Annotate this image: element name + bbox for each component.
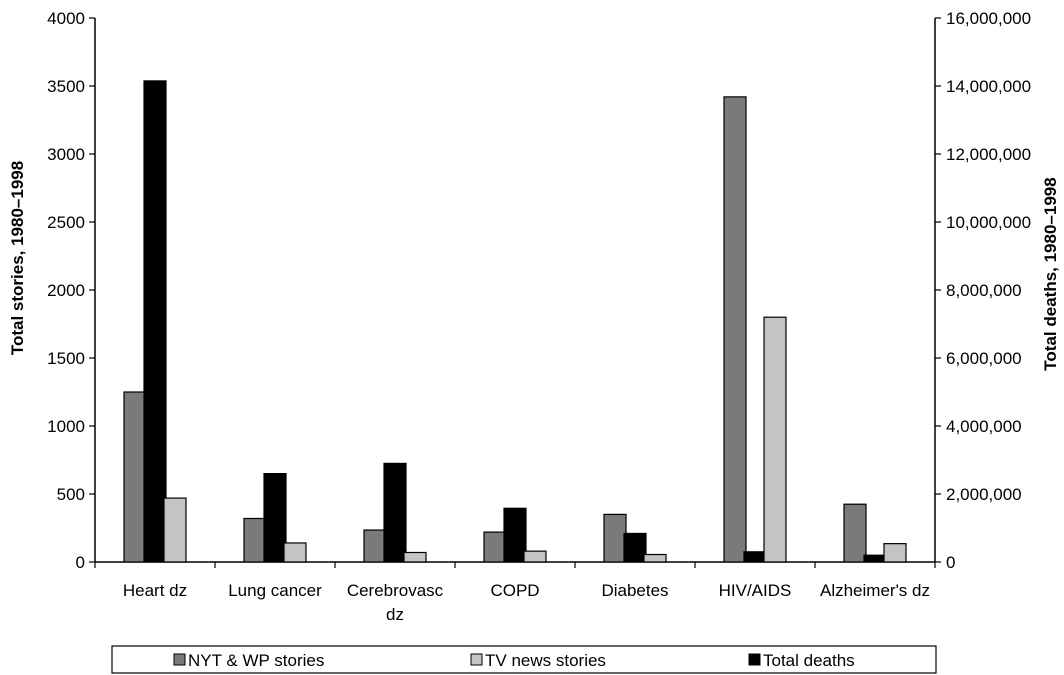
bar-total-deaths — [503, 507, 527, 563]
legend: NYT & WP stories TV news stories Total dea… — [111, 645, 937, 674]
bar-tv-news-stories — [283, 542, 307, 563]
x-tick-label: dz — [386, 605, 404, 624]
legend-label: NYT & WP stories — [188, 651, 324, 670]
bar-total-deaths — [623, 532, 647, 563]
bar-total-deaths — [383, 462, 407, 563]
x-tick-label: HIV/AIDS — [719, 581, 792, 600]
bar-nyt-wp-stories — [843, 503, 867, 563]
axes — [89, 17, 941, 568]
y2-tick-label: 10,000,000 — [946, 213, 1031, 232]
bar-total-deaths — [743, 551, 767, 563]
y-tick-label: 1500 — [47, 349, 85, 368]
bar-tv-news-stories — [163, 497, 187, 563]
bar-nyt-wp-stories — [123, 391, 147, 563]
bar-total-deaths — [263, 473, 287, 563]
y2-tick-label: 12,000,000 — [946, 145, 1031, 164]
y-tick-label: 2000 — [47, 281, 85, 300]
labels: 0 500 1000 1500 2000 2500 3000 3500 4000 0 2,000,0… — [47, 9, 1031, 624]
x-tick-label: Heart dz — [123, 581, 187, 600]
y2-tick-label: 14,000,000 — [946, 77, 1031, 96]
x-tick-label: Lung cancer — [228, 581, 322, 600]
x-tick-label: COPD — [490, 581, 539, 600]
bar-nyt-wp-stories — [603, 513, 627, 563]
y-tick-label: 1000 — [47, 417, 85, 436]
y2-axis-title: Total deaths, 1980–1998 — [1041, 177, 1060, 370]
y2-tick-label: 2,000,000 — [946, 485, 1022, 504]
bar-tv-news-stories — [643, 553, 667, 563]
legend-swatch — [173, 653, 186, 666]
y2-tick-label: 16,000,000 — [946, 9, 1031, 28]
bar-nyt-wp-stories — [363, 529, 387, 563]
y-tick-label: 2500 — [47, 213, 85, 232]
y-tick-label: 500 — [57, 485, 85, 504]
legend-swatch — [470, 653, 483, 666]
y-tick-label: 3500 — [47, 77, 85, 96]
bar-nyt-wp-stories — [243, 517, 267, 563]
bar-nyt-wp-stories — [483, 531, 507, 563]
legend-swatch — [748, 653, 761, 666]
bar-tv-news-stories — [763, 316, 787, 563]
x-tick-label: Cerebrovasc — [347, 581, 444, 600]
bar-nyt-wp-stories — [723, 96, 747, 563]
x-tick-label: Diabetes — [601, 581, 668, 600]
y2-tick-label: 6,000,000 — [946, 349, 1022, 368]
bar-total-deaths — [863, 554, 887, 563]
y-axis-title: Total stories, 1980–1998 — [8, 161, 27, 355]
bar-tv-news-stories — [403, 551, 427, 563]
legend-label: TV news stories — [485, 651, 606, 670]
bar-tv-news-stories — [523, 550, 547, 563]
y-tick-label: 3000 — [47, 145, 85, 164]
bar-total-deaths — [143, 80, 167, 563]
y-tick-label: 4000 — [47, 9, 85, 28]
y-tick-label: 0 — [76, 553, 85, 572]
legend-box — [111, 645, 937, 674]
x-tick-label: Alzheimer's dz — [820, 581, 930, 600]
y2-tick-label: 0 — [946, 553, 955, 572]
y2-tick-label: 4,000,000 — [946, 417, 1022, 436]
legend-label: Total deaths — [763, 651, 855, 670]
y2-tick-label: 8,000,000 — [946, 281, 1022, 300]
bars — [123, 80, 907, 563]
bar-tv-news-stories — [883, 543, 907, 563]
